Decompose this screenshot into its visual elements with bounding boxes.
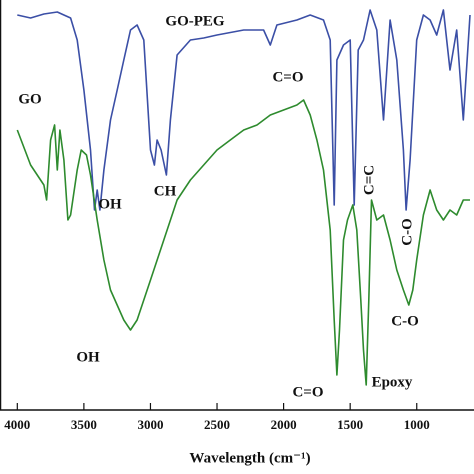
x-tick-label: 1000 (404, 417, 430, 432)
x-tick-label: 4000 (4, 417, 30, 432)
x-tick-label: 3500 (71, 417, 97, 432)
x-tick-label: 2000 (271, 417, 297, 432)
annotation: GO-PEG (165, 13, 224, 29)
spectrum-line (16, 99, 470, 386)
annotation: Epoxy (372, 374, 413, 390)
annotation: OH (98, 196, 122, 212)
annotation: OH (76, 349, 100, 365)
annotation: C=C (361, 165, 377, 195)
annotation: C-O (399, 218, 415, 246)
annotation: CH (154, 183, 177, 199)
spectrum-line (17, 9, 471, 211)
annotation: C-O (391, 313, 419, 329)
x-tick-label: 2500 (204, 417, 230, 432)
annotation: C=O (292, 384, 323, 400)
x-tick-label: 1500 (337, 417, 363, 432)
x-axis-label: Wavelength (cm⁻¹) (189, 450, 310, 466)
x-tick-label: 3000 (137, 417, 163, 432)
annotation: C=O (272, 69, 303, 85)
annotation: GO (18, 91, 41, 107)
